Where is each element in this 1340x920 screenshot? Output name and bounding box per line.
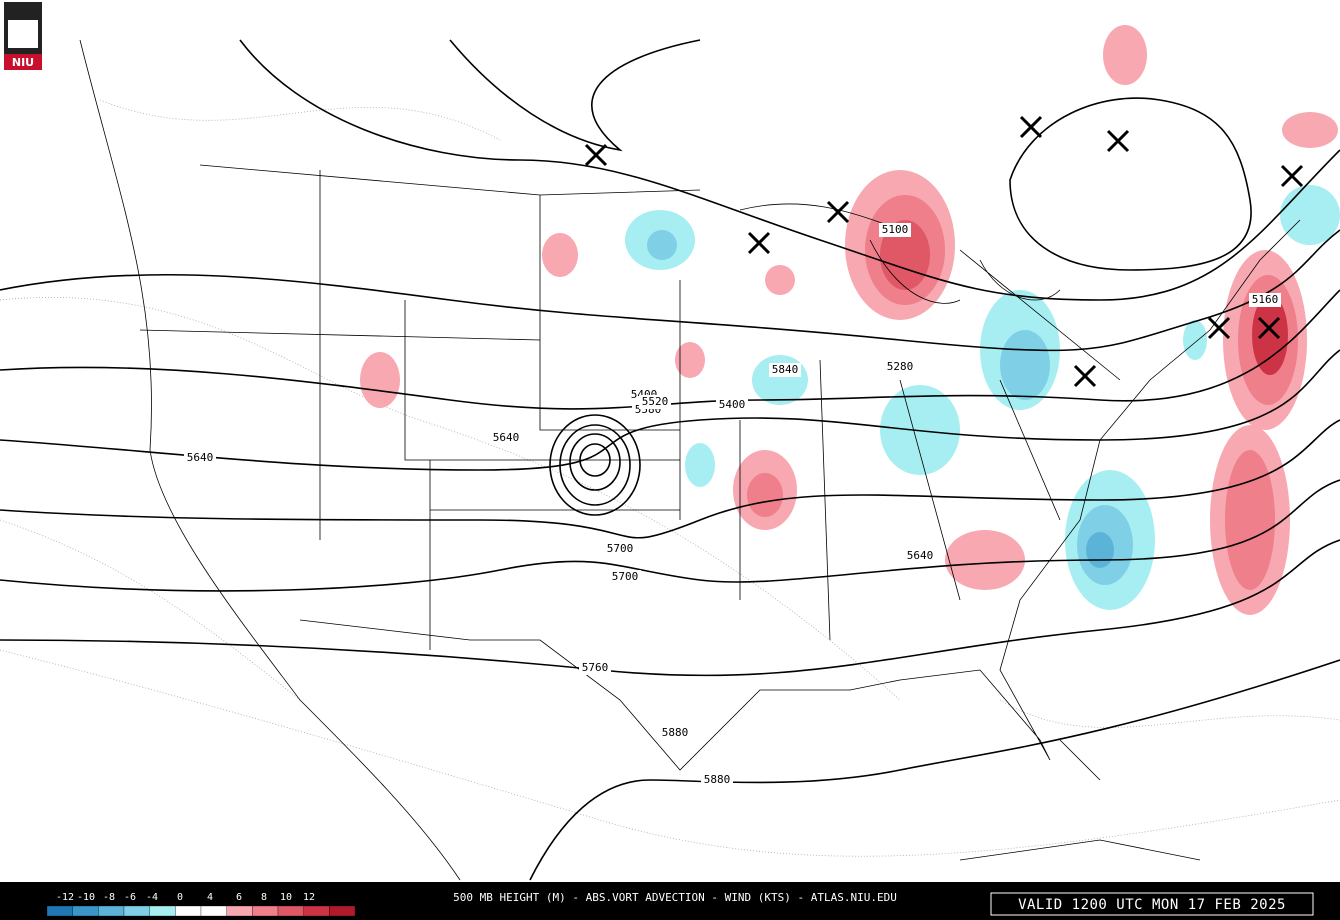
legend-tick-label: -8 bbox=[103, 892, 115, 903]
legend-tick-label: -6 bbox=[124, 892, 136, 903]
valid-box bbox=[990, 892, 1314, 916]
legend-tick-label: -10 bbox=[77, 892, 95, 903]
legend-tick-label: 4 bbox=[207, 892, 213, 903]
legend-swatch bbox=[226, 905, 253, 917]
contour-label-bg bbox=[184, 451, 216, 465]
logo: NIU bbox=[4, 2, 42, 70]
contour-label: 5880 bbox=[662, 726, 689, 739]
contour-label-bg bbox=[604, 542, 636, 556]
legend-swatch bbox=[303, 905, 330, 917]
caption: 500 MB HEIGHT (M) - ABS.VORT ADVECTION -… bbox=[453, 891, 897, 904]
legend-swatch bbox=[46, 905, 73, 917]
legend-swatch bbox=[175, 905, 202, 917]
contour-label-bg bbox=[769, 363, 801, 377]
legend-tick-label: 0 bbox=[177, 892, 183, 903]
contour-label-bg bbox=[659, 726, 691, 740]
contour-label-bg bbox=[701, 773, 733, 787]
contour-label-bg bbox=[879, 223, 911, 237]
borders bbox=[79, 39, 1301, 881]
contour-label: 5700 bbox=[607, 542, 634, 555]
contour-label: 5520 bbox=[642, 395, 669, 408]
legend-swatch bbox=[200, 905, 227, 917]
contour-label-bg bbox=[884, 360, 916, 374]
color-legend: -12 -10 -8 -6 -4 0 4 6 8 10 12 bbox=[46, 892, 356, 917]
contour-label: 5640 bbox=[187, 451, 214, 464]
height-contours bbox=[0, 39, 1340, 881]
contour-label: 5700 bbox=[612, 570, 639, 583]
contour-label: 5100 bbox=[882, 223, 909, 236]
contour-label: 5880 bbox=[704, 773, 731, 786]
legend-swatch bbox=[123, 905, 150, 917]
contour-label-bg bbox=[1249, 293, 1281, 307]
legend-tick-label: -4 bbox=[146, 892, 158, 903]
dotted-isotachs bbox=[0, 99, 1340, 857]
contour-label: 5840 bbox=[772, 363, 799, 376]
contour-label: 5400 bbox=[719, 398, 746, 411]
contour-labels: 5640564056405400540052805700570057605880… bbox=[184, 223, 1281, 787]
legend-tick-label: 6 bbox=[236, 892, 242, 903]
contour-label: 5280 bbox=[887, 360, 914, 373]
legend-swatch bbox=[72, 905, 99, 917]
contour-label: 5760 bbox=[582, 661, 609, 674]
contour-label: 5160 bbox=[1252, 293, 1279, 306]
logo-text: NIU bbox=[12, 56, 34, 69]
legend-swatch bbox=[277, 905, 304, 917]
legend-tick-label: 10 bbox=[280, 892, 292, 903]
contour-label: 5640 bbox=[907, 549, 934, 562]
contour-label-bg bbox=[716, 398, 748, 412]
low-pressure-markers bbox=[584, 115, 1304, 388]
vorticity-advection bbox=[360, 25, 1340, 615]
valid-time: VALID 1200 UTC MON 17 FEB 2025 bbox=[1018, 897, 1286, 913]
contour-label-bg bbox=[639, 395, 671, 409]
legend-swatch bbox=[252, 905, 279, 917]
contour-label-bg bbox=[579, 661, 611, 675]
contour-label-bg bbox=[490, 431, 522, 445]
contour-label: 5640 bbox=[493, 431, 520, 444]
legend-swatch bbox=[98, 905, 125, 917]
legend-swatch bbox=[329, 905, 356, 917]
legend-tick-label: -12 bbox=[56, 892, 74, 903]
legend-tick-label: 12 bbox=[303, 892, 315, 903]
legend-swatch bbox=[149, 905, 176, 917]
contour-label-bg bbox=[609, 570, 641, 584]
contour-label-bg bbox=[904, 549, 936, 563]
map-background bbox=[0, 0, 1340, 882]
legend-tick-label: 8 bbox=[261, 892, 267, 903]
